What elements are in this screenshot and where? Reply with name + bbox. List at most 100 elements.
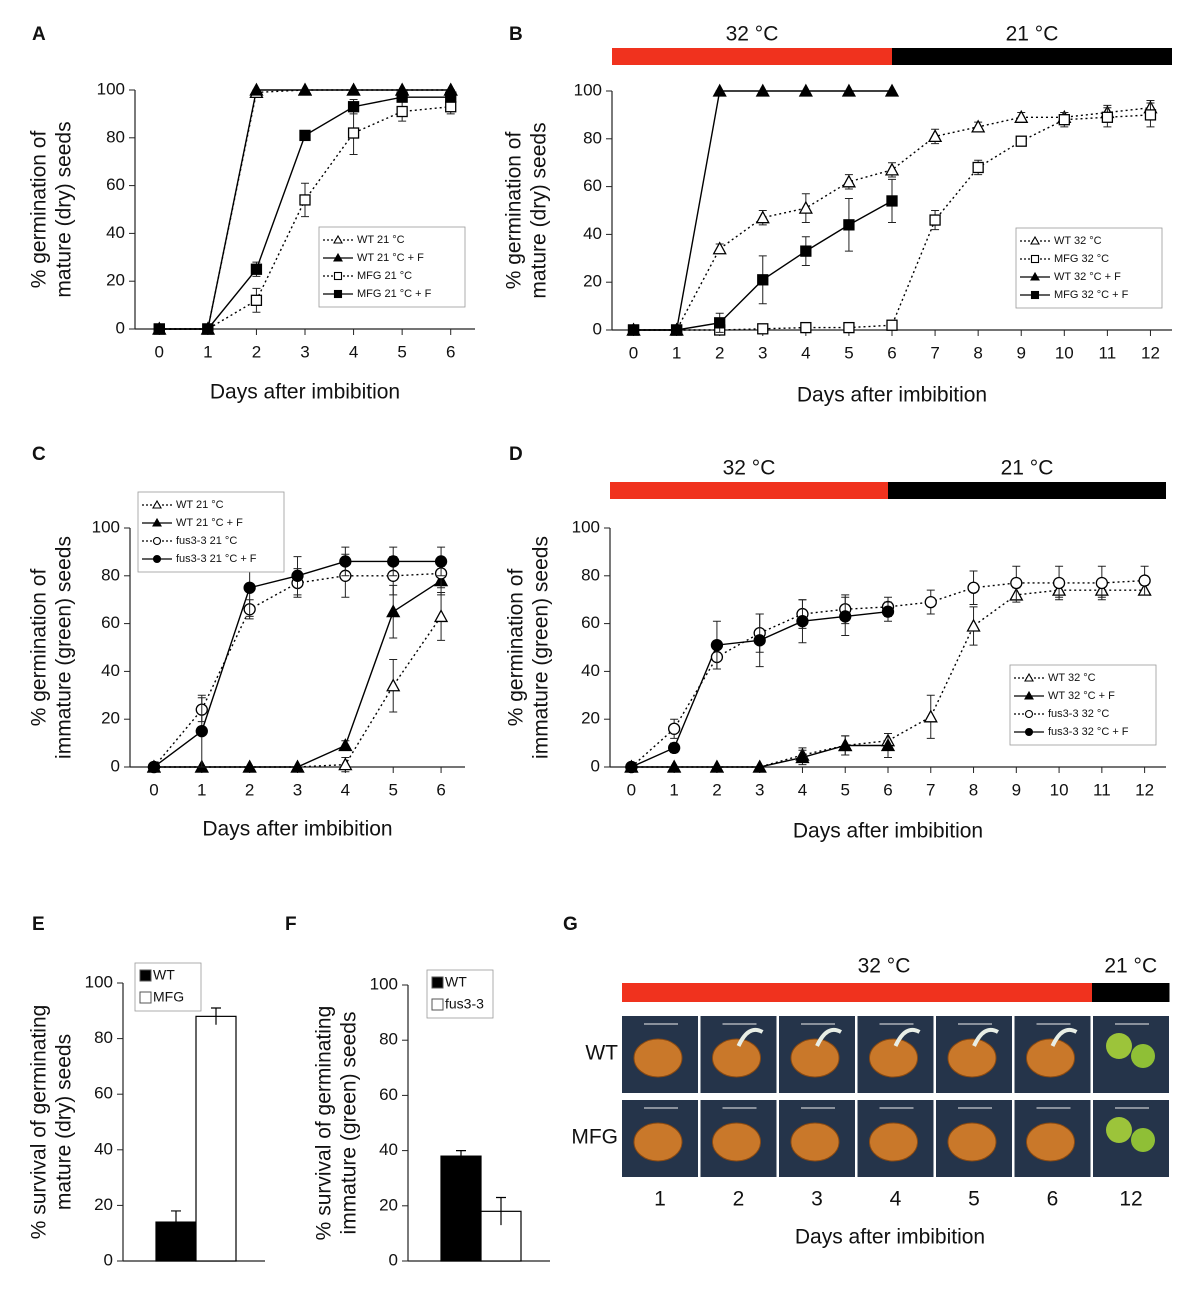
seed bbox=[1026, 1038, 1075, 1078]
x-tick-label: 11 bbox=[1099, 343, 1117, 362]
y-tick-label: 20 bbox=[106, 271, 125, 290]
y-tick-label: 80 bbox=[106, 127, 125, 146]
x-axis-label: Days after imbibition bbox=[797, 384, 987, 407]
y-tick-label: 20 bbox=[581, 709, 600, 728]
x-tick-label: 1 bbox=[672, 343, 681, 362]
marker bbox=[710, 638, 724, 652]
error-bar bbox=[211, 1007, 221, 1025]
legend-label: WT 21 °C + F bbox=[357, 252, 424, 264]
seed bbox=[947, 1122, 997, 1162]
marker bbox=[250, 263, 263, 275]
cotyledon bbox=[1106, 1117, 1132, 1143]
y-tick-label: 0 bbox=[111, 756, 120, 775]
marker bbox=[839, 610, 852, 623]
legend-swatch bbox=[139, 991, 152, 1004]
marker bbox=[843, 219, 855, 231]
y-tick-label: 0 bbox=[116, 318, 125, 337]
bar bbox=[440, 1155, 482, 1262]
marker bbox=[1015, 135, 1027, 147]
x-tick-label: 10 bbox=[1055, 343, 1074, 362]
y-tick-label: 20 bbox=[379, 1195, 398, 1214]
panel-letter: E bbox=[32, 914, 45, 935]
x-tick-label: 3 bbox=[300, 342, 309, 361]
seedling bbox=[893, 1027, 921, 1047]
y-tick-label: 80 bbox=[379, 1030, 398, 1049]
marker bbox=[923, 709, 938, 723]
marker bbox=[755, 210, 770, 224]
temperature-band bbox=[892, 48, 1172, 65]
marker bbox=[929, 214, 941, 226]
x-tick-label: 4 bbox=[798, 780, 807, 799]
marker bbox=[396, 91, 408, 103]
marker bbox=[838, 738, 853, 752]
marker bbox=[627, 324, 640, 336]
legend-swatch bbox=[431, 976, 444, 989]
marker bbox=[884, 83, 900, 97]
y-tick-label: 60 bbox=[94, 1084, 113, 1103]
legend-marker bbox=[333, 289, 343, 299]
legend-marker bbox=[1024, 727, 1034, 737]
marker bbox=[625, 760, 638, 774]
x-tick-label: 2 bbox=[733, 1188, 745, 1211]
x-tick-label: 6 bbox=[1047, 1188, 1059, 1211]
legend-label: MFG 21 °C bbox=[357, 270, 412, 282]
x-axis-label: Days after imbibition bbox=[210, 381, 400, 404]
y-tick-label: 60 bbox=[581, 613, 600, 632]
y-tick-label: 0 bbox=[389, 1250, 398, 1269]
temperature-band bbox=[612, 48, 892, 65]
marker bbox=[753, 634, 766, 647]
marker bbox=[709, 759, 725, 773]
temperature-band bbox=[1092, 983, 1170, 1002]
legend-marker bbox=[152, 554, 162, 564]
legend-label: MFG 21 °C + F bbox=[357, 288, 432, 300]
error-bar bbox=[456, 1150, 466, 1162]
marker bbox=[755, 83, 770, 97]
x-tick-label: 7 bbox=[926, 780, 935, 799]
marker bbox=[347, 127, 360, 139]
panel: D % germination of immature (green) seeds 0… bbox=[505, 444, 1166, 843]
seed bbox=[869, 1122, 918, 1162]
y-axis-label: % survival of germinating bbox=[28, 1005, 51, 1240]
marker bbox=[346, 82, 361, 96]
seedling bbox=[972, 1027, 999, 1047]
y-tick-label: 40 bbox=[379, 1140, 398, 1159]
x-axis-label: Days after imbibition bbox=[795, 1226, 985, 1249]
legend-swatch bbox=[139, 969, 152, 982]
x-tick-label: 10 bbox=[1050, 780, 1069, 799]
seed bbox=[633, 1122, 683, 1162]
y-tick-label: 100 bbox=[370, 974, 398, 993]
y-tick-label: 60 bbox=[106, 175, 125, 194]
x-tick-label: 0 bbox=[155, 342, 164, 361]
y-axis-label: immature (green) seeds bbox=[53, 536, 76, 759]
marker bbox=[338, 757, 353, 771]
y-tick-label: 0 bbox=[593, 319, 602, 338]
x-tick-label: 8 bbox=[973, 343, 982, 362]
marker bbox=[1101, 111, 1114, 123]
band-label: 21 °C bbox=[1006, 23, 1059, 46]
y-axis-label: % survival of germinating bbox=[313, 1006, 336, 1241]
legend-label: WT 32 °C + F bbox=[1048, 690, 1115, 702]
marker bbox=[1058, 114, 1070, 126]
marker bbox=[972, 161, 984, 174]
x-tick-label: 12 bbox=[1141, 343, 1160, 362]
legend-swatch bbox=[431, 998, 444, 1011]
y-tick-label: 20 bbox=[583, 272, 602, 291]
x-tick-label: 5 bbox=[844, 343, 853, 362]
y-tick-label: 100 bbox=[85, 972, 113, 991]
x-tick-label: 2 bbox=[252, 342, 261, 361]
y-axis-label: mature (dry) seeds bbox=[53, 121, 76, 297]
photo bbox=[1093, 1016, 1169, 1093]
marker bbox=[712, 241, 727, 255]
seed bbox=[790, 1122, 840, 1162]
x-tick-label: 2 bbox=[245, 780, 254, 799]
marker bbox=[667, 759, 682, 773]
marker bbox=[800, 245, 812, 257]
marker bbox=[841, 174, 857, 188]
marker bbox=[338, 738, 353, 752]
seed bbox=[947, 1038, 997, 1078]
row-label: WT bbox=[585, 1042, 618, 1065]
marker bbox=[843, 321, 855, 334]
cotyledon bbox=[1131, 1044, 1155, 1068]
marker bbox=[445, 91, 457, 103]
